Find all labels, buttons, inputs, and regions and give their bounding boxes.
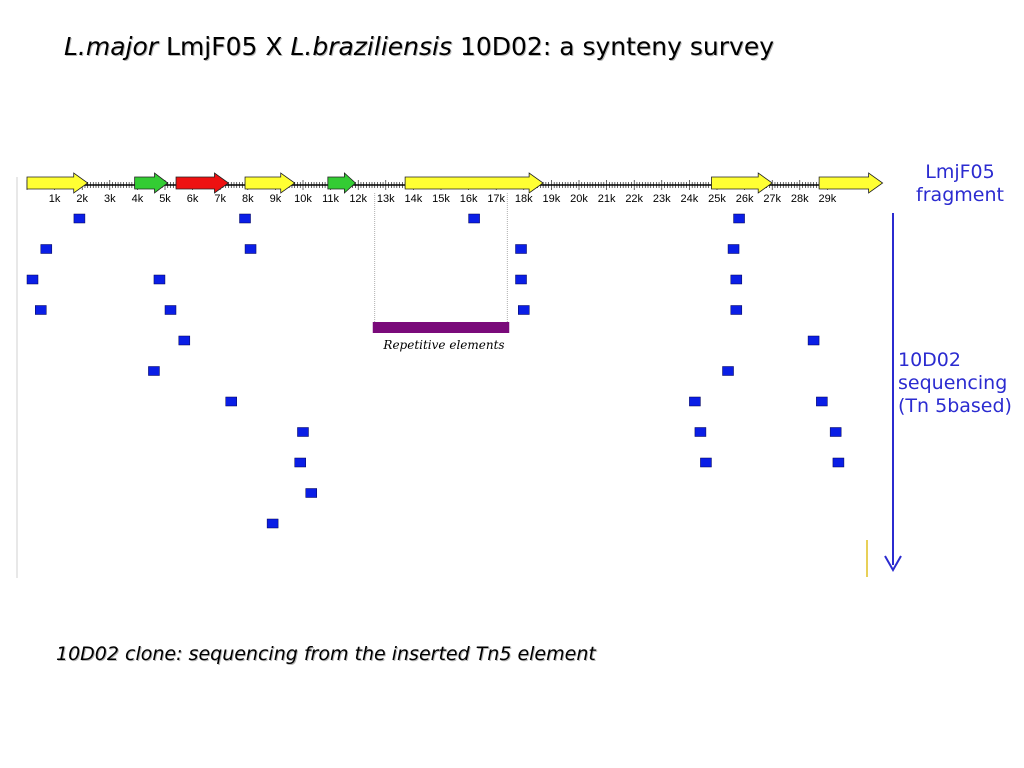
tick-label: 3k — [104, 193, 116, 205]
tick-label: 22k — [625, 193, 643, 205]
sequencing-read — [164, 305, 177, 315]
tick-label: 25k — [708, 193, 726, 205]
sequencing-read — [239, 213, 251, 224]
tick-label: 29k — [819, 193, 837, 205]
sequencing-read — [153, 274, 166, 285]
sequencing-label-line1: 10D02 — [898, 349, 961, 371]
sequencing-read — [73, 213, 86, 224]
tick-label: 17k — [487, 193, 505, 205]
sequencing-read — [515, 274, 527, 285]
genome-scale-line — [16, 177, 853, 578]
tick-label: 14k — [405, 193, 423, 205]
title-survey: 10D02: a synteny survey — [452, 32, 775, 61]
tick-label: 10k — [294, 193, 312, 205]
sequencing-read — [468, 213, 480, 224]
slide-title: L.major LmjF05 X L.braziliensis 10D02: a… — [64, 32, 774, 61]
sequencing-direction-arrow — [866, 213, 902, 577]
sequencing-read — [297, 427, 309, 437]
gene-arrow-green — [134, 172, 169, 194]
title-fragment: LmjF05 X — [158, 32, 291, 61]
gene-arrow-yellow — [818, 172, 884, 194]
gene-arrow-green — [327, 172, 357, 194]
fragment-label: LmjF05 fragment — [912, 161, 1008, 207]
sequencing-read — [700, 457, 712, 468]
tick-label: 12k — [349, 193, 367, 205]
sequencing-read — [178, 335, 191, 346]
sequencing-read — [518, 305, 530, 315]
gene-arrow-yellow — [26, 172, 89, 194]
tick-label: 28k — [791, 193, 809, 205]
tick-label: 18k — [515, 193, 533, 205]
sequencing-read — [515, 244, 527, 254]
sequencing-read — [829, 427, 842, 437]
sequencing-read — [807, 335, 820, 346]
tick-label: 19k — [543, 193, 561, 205]
tick-label: 8k — [242, 193, 254, 205]
sequencing-read — [26, 274, 39, 285]
sequencing-arrow-head — [884, 555, 902, 573]
title-species-major: L.major — [64, 32, 159, 61]
tick-label: 13k — [377, 193, 395, 205]
sequencing-read — [266, 518, 279, 529]
fragment-label-line1: LmjF05 — [925, 161, 995, 183]
sequencing-read — [40, 244, 53, 254]
sequencing-read — [148, 366, 160, 376]
tick-label: 5k — [159, 193, 171, 205]
tick-label: 2k — [76, 193, 88, 205]
sequencing-read — [244, 244, 257, 254]
title-species-braziliensis: L.braziliensis — [290, 32, 452, 61]
sequencing-read — [730, 274, 743, 285]
tick-label: 27k — [763, 193, 781, 205]
sequencing-label-line2: sequencing — [898, 372, 1008, 394]
tick-label: 9k — [270, 193, 282, 205]
sequencing-label: 10D02 sequencing (Tn 5based) — [898, 349, 1022, 418]
fragment-label-line2: fragment — [916, 184, 1004, 206]
tick-label: 4k — [132, 193, 144, 205]
tick-label: 20k — [570, 193, 588, 205]
gene-arrow-yellow — [711, 172, 773, 194]
tick-label: 26k — [736, 193, 754, 205]
repetitive-region-guides — [372, 193, 510, 333]
sequencing-read — [733, 213, 745, 224]
gene-arrow-yellow — [244, 172, 296, 194]
tick-label: 7k — [214, 193, 226, 205]
slide-caption: 10D02 clone: sequencing from the inserte… — [56, 643, 596, 665]
tick-label: 23k — [653, 193, 671, 205]
repetitive-elements-label: Repetitive elements — [383, 338, 505, 352]
tick-label: 6k — [187, 193, 199, 205]
sequencing-read — [305, 488, 318, 498]
gene-arrow-yellow — [404, 172, 544, 194]
scale-tick-labels: 1k 2k 3k 4k 5k 6k 7k 8k 9k 10k 11k 12k 13k 14k 15k 16k 1… — [49, 193, 837, 205]
sequencing-read — [35, 305, 47, 315]
tick-label: 1k — [49, 193, 61, 205]
sequencing-read — [727, 244, 740, 254]
sequencing-read — [722, 366, 734, 376]
repetitive-elements-bar — [372, 322, 510, 333]
sequencing-label-line3: (Tn 5based) — [898, 395, 1012, 417]
sequencing-read — [816, 396, 828, 407]
sequencing-read — [225, 396, 237, 407]
tick-label: 24k — [681, 193, 699, 205]
sequencing-reads — [26, 213, 845, 529]
tick-label: 21k — [598, 193, 616, 205]
tick-label: 16k — [460, 193, 478, 205]
sequencing-read — [294, 457, 306, 468]
sequencing-read — [730, 305, 743, 315]
tick-label: 15k — [432, 193, 450, 205]
tick-label: 11k — [322, 193, 339, 205]
sequencing-read — [694, 427, 707, 437]
sequencing-read — [689, 396, 701, 407]
gene-arrow-red — [175, 172, 230, 194]
gene-arrows — [26, 172, 884, 194]
sequencing-read — [832, 457, 845, 468]
